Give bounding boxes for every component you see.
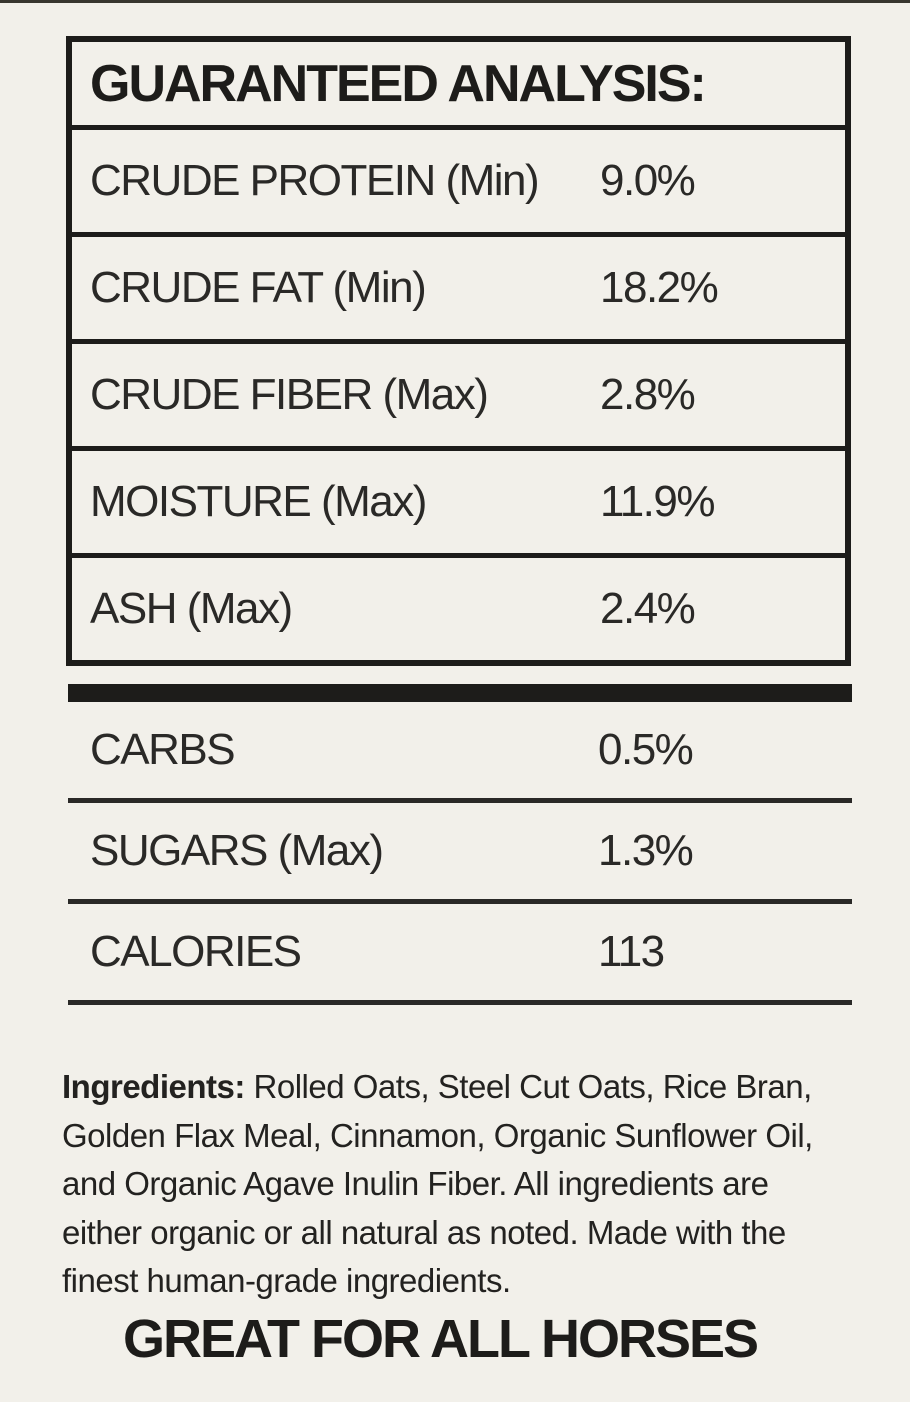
supplemental-row-label: CARBS [90, 725, 236, 774]
ingredients-heading: Ingredients: [62, 1068, 245, 1105]
analysis-row-crude-fat: CRUDE FAT (Min) 18.2% [72, 237, 845, 344]
supplemental-row-sugars: SUGARS (Max) 1.3% [68, 803, 852, 904]
analysis-row-label: ASH (Max) [90, 584, 293, 633]
analysis-row-label: CRUDE FAT (Min) [90, 263, 427, 312]
supplemental-row-value: 1.3% [598, 826, 694, 875]
supplemental-row-value: 0.5% [598, 725, 694, 774]
analysis-row-value: 2.4% [600, 584, 696, 633]
analysis-row-ash: ASH (Max) 2.4% [72, 558, 845, 660]
analysis-row-value: 18.2% [600, 263, 719, 312]
supplemental-row-calories: CALORIES 113 [68, 904, 852, 1005]
ingredients-text: Rolled Oats, Steel Cut Oats, Rice Bran, … [62, 1068, 813, 1299]
analysis-row-value: 2.8% [600, 370, 696, 419]
analysis-row-label: CRUDE FIBER (Max) [90, 370, 489, 419]
analysis-row-moisture: MOISTURE (Max) 11.9% [72, 451, 845, 558]
label-top-edge [0, 0, 910, 3]
analysis-row-label: CRUDE PROTEIN (Min) [90, 156, 540, 205]
tagline: GREAT FOR ALL HORSES [122, 1309, 759, 1369]
supplemental-row-value: 113 [598, 927, 665, 976]
supplemental-row-label: SUGARS (Max) [90, 826, 384, 875]
analysis-row-crude-fiber: CRUDE FIBER (Max) 2.8% [72, 344, 845, 451]
ingredients-paragraph: Ingredients: Rolled Oats, Steel Cut Oats… [62, 1063, 856, 1306]
guaranteed-analysis-title: GUARANTEED ANALYSIS: [72, 42, 845, 130]
analysis-row-value: 9.0% [600, 156, 696, 205]
supplemental-row-carbs: CARBS 0.5% [68, 702, 852, 803]
guaranteed-analysis-table: GUARANTEED ANALYSIS: CRUDE PROTEIN (Min)… [66, 36, 851, 666]
supplemental-row-label: CALORIES [90, 927, 302, 976]
analysis-row-crude-protein: CRUDE PROTEIN (Min) 9.0% [72, 130, 845, 237]
section-divider-bar [68, 684, 852, 702]
analysis-row-value: 11.9% [600, 477, 716, 526]
supplemental-table: CARBS 0.5% SUGARS (Max) 1.3% CALORIES 11… [68, 702, 852, 1005]
analysis-row-label: MOISTURE (Max) [90, 477, 427, 526]
